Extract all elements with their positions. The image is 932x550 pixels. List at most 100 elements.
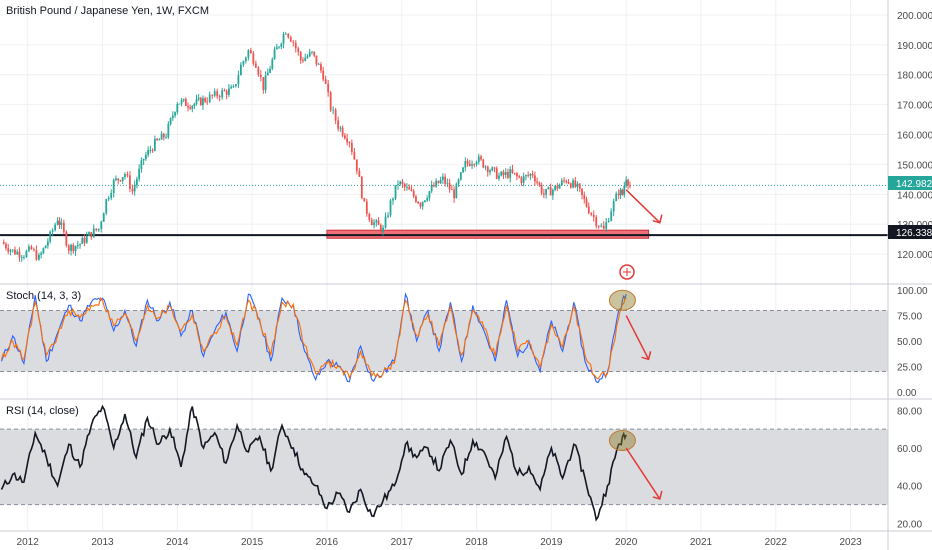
x-tick-label: 2022	[765, 537, 788, 548]
candle-body	[462, 167, 464, 173]
candle-body	[551, 189, 554, 196]
candle-body	[60, 222, 63, 225]
candle-body	[341, 127, 344, 136]
candle-body	[592, 214, 595, 218]
candle-body	[525, 175, 527, 177]
candle-body	[610, 211, 613, 221]
candle-body	[254, 63, 257, 68]
candle-body	[346, 138, 349, 143]
candle-body	[299, 52, 302, 61]
candle-body	[262, 77, 265, 90]
candle-body	[105, 199, 108, 214]
candle-body	[536, 181, 539, 183]
candle-body	[282, 34, 285, 44]
candle-body	[249, 50, 252, 54]
candle-body	[171, 115, 174, 119]
candle-body	[315, 55, 318, 65]
candle-body	[560, 180, 563, 185]
candle-body	[167, 124, 170, 138]
candle-body	[56, 220, 59, 225]
candle-body	[174, 112, 176, 116]
candle-body	[149, 150, 152, 151]
candle-body	[627, 179, 629, 186]
candle-body	[180, 100, 183, 104]
candle-body	[9, 250, 12, 252]
candle-body	[415, 196, 417, 202]
candle-body	[498, 175, 500, 179]
candle-body	[558, 184, 561, 189]
rsi-title: RSI (14, close)	[6, 405, 79, 417]
candle-body	[65, 231, 68, 246]
candle-body	[522, 176, 525, 183]
candle-body	[572, 180, 574, 188]
candle-body	[311, 51, 313, 53]
economic-event-icon[interactable]	[619, 264, 635, 280]
candle-body	[324, 79, 327, 84]
candle-body	[184, 99, 187, 106]
x-tick-label: 2015	[241, 537, 264, 548]
candle-body	[11, 249, 14, 251]
candle-body	[471, 164, 473, 166]
candle-body	[147, 150, 150, 155]
candle-body	[365, 201, 368, 214]
candle-body	[259, 74, 262, 78]
candle-body	[569, 183, 572, 188]
candle-body	[581, 188, 583, 196]
candle-body	[280, 43, 283, 47]
candle-body	[531, 173, 534, 176]
candle-body	[79, 243, 81, 245]
candle-body	[343, 135, 346, 139]
candle-body	[491, 167, 494, 171]
candle-body	[615, 193, 618, 202]
candle-body	[38, 254, 40, 260]
candle-body	[160, 133, 163, 140]
candle-body	[350, 142, 353, 152]
candle-body	[129, 175, 131, 189]
candle-body	[44, 245, 47, 249]
candle-body	[158, 139, 161, 141]
candle-body	[142, 159, 145, 161]
candle-body	[360, 176, 363, 198]
candle-body	[211, 94, 214, 96]
candle-body	[600, 225, 603, 227]
candle-body	[67, 245, 70, 251]
support-tag: 126.338	[888, 225, 932, 239]
candle-body	[308, 52, 311, 57]
candle-body	[379, 225, 382, 232]
candle-body	[81, 237, 84, 244]
stoch-tick-label: 100.00	[897, 286, 928, 297]
candle-body	[287, 33, 290, 38]
candle-body	[119, 180, 122, 181]
x-tick-label: 2013	[91, 537, 114, 548]
stoch-highlight-ellipse	[608, 289, 636, 311]
candle-body	[51, 230, 54, 232]
candle-body	[450, 189, 453, 191]
candle-body	[457, 179, 460, 184]
candle-body	[421, 201, 424, 207]
candle-body	[446, 182, 449, 184]
candle-body	[529, 173, 532, 176]
stoch-pane	[0, 289, 888, 384]
support-label: 126.338	[896, 228, 932, 239]
candle-body	[509, 169, 512, 178]
candle-body	[302, 60, 304, 61]
x-tick-label: 2020	[615, 537, 638, 548]
candle-body	[115, 178, 117, 181]
x-tick-label: 2016	[316, 537, 339, 548]
candle-body	[151, 150, 154, 151]
candle-body	[7, 248, 10, 252]
price-tick-label: 170.000	[897, 101, 932, 112]
candle-body	[540, 184, 543, 194]
x-tick-label: 2014	[166, 537, 189, 548]
x-tick-label: 2018	[465, 537, 488, 548]
candle-body	[453, 189, 455, 199]
price-tick-label: 180.000	[897, 71, 932, 82]
candle-body	[2, 242, 5, 245]
candle-body	[399, 181, 402, 185]
candle-body	[244, 57, 247, 62]
candle-body	[42, 248, 45, 254]
candle-body	[225, 91, 228, 95]
candle-body	[306, 56, 309, 58]
candle-body	[554, 185, 556, 190]
candle-body	[169, 118, 172, 125]
